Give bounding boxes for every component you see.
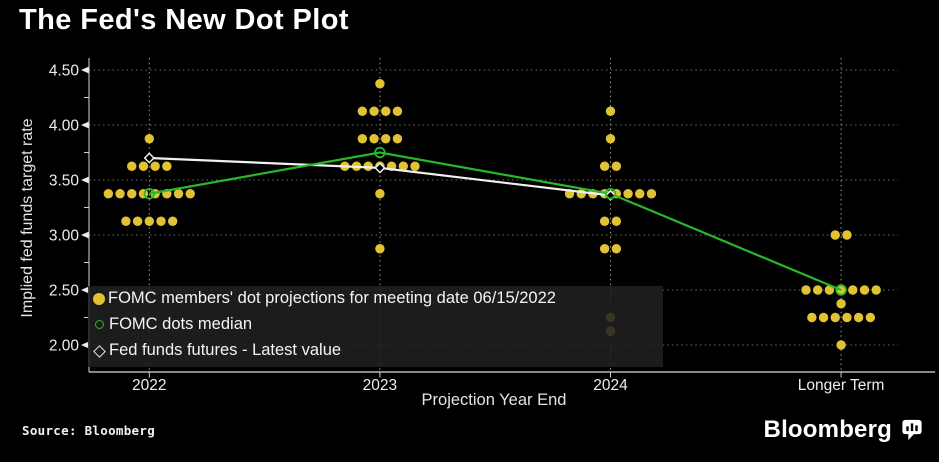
fomc-dot bbox=[813, 285, 823, 295]
legend-item-median: FOMC dots median bbox=[93, 315, 663, 335]
fomc-dot bbox=[635, 189, 645, 199]
fomc-dot bbox=[801, 285, 811, 295]
fomc-dot bbox=[842, 230, 852, 240]
x-tick-label: 2024 bbox=[593, 377, 628, 394]
x-tick-label: 2023 bbox=[363, 377, 397, 394]
median-circle-marker bbox=[604, 188, 617, 200]
futures-diamond-marker bbox=[143, 152, 155, 164]
fomc-dot bbox=[156, 216, 166, 226]
green-circle-icon bbox=[95, 320, 104, 330]
fomc-dot bbox=[168, 216, 178, 226]
bloomberg-chart-bubble-icon bbox=[902, 419, 922, 441]
fomc-dot bbox=[357, 134, 368, 144]
x-tick-label: 2022 bbox=[132, 377, 166, 394]
white-diamond-icon bbox=[93, 344, 106, 358]
x-tick-label: Longer Term bbox=[798, 377, 885, 394]
fomc-dot bbox=[392, 106, 403, 116]
y-tick-label: 4.00 bbox=[49, 118, 80, 135]
bloomberg-wordmark: Bloomberg bbox=[763, 416, 892, 443]
fomc-dot bbox=[375, 189, 385, 199]
fomc-dot bbox=[605, 134, 616, 144]
fomc-dot bbox=[605, 106, 616, 116]
chart-title: The Fed's New Dot Plot bbox=[19, 4, 349, 36]
fomc-dot bbox=[369, 106, 379, 116]
legend-label: FOMC members' dot projections for meetin… bbox=[108, 289, 556, 307]
fomc-dot bbox=[611, 244, 622, 254]
y-tick-arrow-icon bbox=[81, 341, 89, 349]
y-tick-arrow-icon bbox=[81, 286, 89, 294]
fomc-dot bbox=[611, 216, 622, 226]
fomc-dot bbox=[410, 161, 420, 171]
fomc-dot bbox=[853, 312, 864, 323]
median-circle-marker bbox=[374, 146, 386, 159]
fomc-dot bbox=[836, 299, 846, 309]
fomc-dot bbox=[162, 161, 172, 171]
fomc-dot bbox=[824, 285, 835, 295]
fomc-dot bbox=[818, 312, 829, 323]
fomc-dot bbox=[830, 230, 840, 240]
fomc-dot bbox=[836, 340, 846, 350]
fomc-dot bbox=[150, 161, 160, 171]
fomc-dot bbox=[127, 161, 137, 171]
futures-diamond-marker bbox=[374, 162, 386, 174]
legend-item-futures: Fed funds futures - Latest value bbox=[93, 341, 663, 361]
source-note: Source: Bloomberg bbox=[22, 423, 156, 438]
chart-legend: FOMC members' dot projections for meetin… bbox=[88, 286, 663, 367]
fomc-dot bbox=[138, 161, 149, 171]
fomc-dot bbox=[375, 244, 385, 254]
y-axis-title: Implied fed funds target rate bbox=[19, 118, 36, 317]
fomc-dot bbox=[369, 134, 379, 144]
median-circle-marker bbox=[835, 284, 847, 296]
fomc-dot bbox=[127, 189, 137, 199]
fomc-dot bbox=[363, 161, 373, 171]
fomc-dot bbox=[392, 134, 403, 144]
legend-label: Fed funds futures - Latest value bbox=[109, 341, 342, 360]
fomc-dot bbox=[865, 312, 876, 323]
fomc-dot bbox=[599, 161, 610, 171]
fomc-dot bbox=[381, 106, 391, 116]
fomc-dot bbox=[830, 312, 840, 323]
y-tick-label: 2.50 bbox=[49, 283, 80, 300]
y-tick-label: 4.50 bbox=[49, 63, 80, 80]
fomc-dot bbox=[842, 312, 852, 323]
fomc-dot bbox=[375, 79, 385, 89]
y-tick-arrow-icon bbox=[81, 176, 89, 184]
fomc-dot bbox=[646, 189, 657, 199]
y-tick-arrow-icon bbox=[81, 66, 89, 74]
y-tick-label: 3.50 bbox=[49, 173, 80, 190]
fomc-dot bbox=[623, 189, 633, 199]
bloomberg-logo: Bloomberg bbox=[764, 416, 923, 444]
y-tick-arrow-icon bbox=[81, 231, 89, 239]
median-line bbox=[149, 151, 842, 292]
legend-label: FOMC dots median bbox=[109, 315, 253, 334]
legend-item-dots: FOMC members' dot projections for meetin… bbox=[93, 289, 663, 309]
fomc-dot bbox=[144, 216, 154, 226]
y-tick-label: 3.00 bbox=[49, 228, 80, 245]
fomc-dot bbox=[599, 216, 610, 226]
fomc-dot bbox=[144, 134, 154, 144]
fomc-dot bbox=[132, 216, 143, 226]
fomc-dot bbox=[173, 189, 184, 199]
x-axis-title: Projection Year End bbox=[422, 391, 567, 409]
yellow-dot-icon bbox=[93, 292, 105, 305]
fomc-dot bbox=[807, 312, 817, 323]
fomc-dot bbox=[398, 161, 408, 171]
fomc-dot bbox=[103, 189, 114, 199]
fomc-dot bbox=[381, 134, 391, 144]
y-tick-arrow-icon bbox=[81, 121, 89, 129]
fomc-dot bbox=[611, 161, 622, 171]
fomc-dot bbox=[121, 216, 131, 226]
fomc-dot bbox=[185, 189, 195, 199]
fomc-dot bbox=[859, 285, 870, 295]
fomc-dot bbox=[357, 106, 368, 116]
fomc-dot bbox=[115, 189, 125, 199]
y-tick-label: 2.00 bbox=[49, 338, 80, 355]
median-circle-marker bbox=[143, 188, 156, 200]
fomc-dot bbox=[848, 285, 858, 295]
fomc-dot bbox=[599, 244, 610, 254]
fomc-dot bbox=[871, 285, 881, 295]
